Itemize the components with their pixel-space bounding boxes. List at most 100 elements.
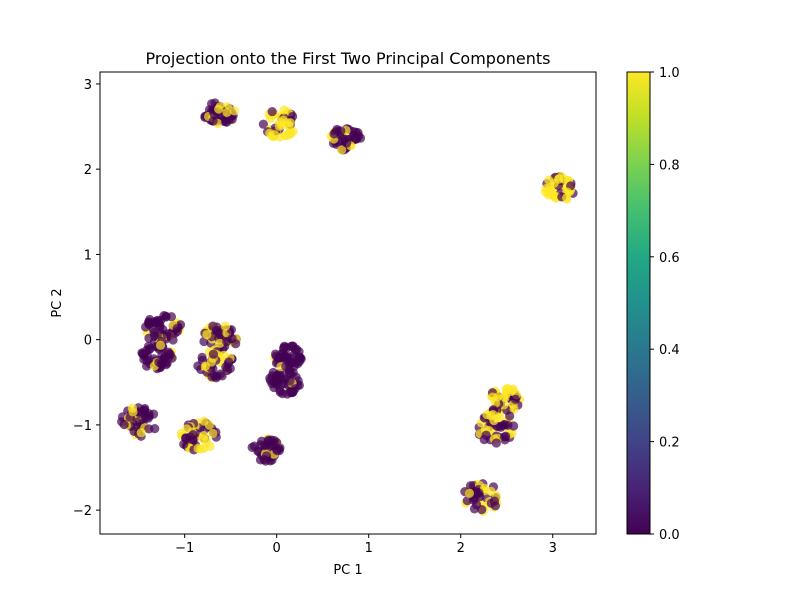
scatter-point [222,336,232,347]
scatter-point [167,353,177,363]
scatter-point [479,435,489,445]
scatter-point [231,339,241,349]
scatter-point [280,374,290,384]
scatter-point [158,325,168,335]
scatter-point [215,338,225,348]
scatter-point [499,392,509,402]
colorbar-tick-label: 0.2 [659,436,680,451]
cluster-10 [117,403,160,441]
scatter-point [215,369,226,379]
scatter-point [168,335,178,345]
scatter-point [222,364,232,374]
scatter-point [220,117,231,127]
scatter-point [294,347,304,357]
scatter-point [501,431,511,441]
scatter-point [495,413,505,423]
scatter-point [172,326,182,337]
cluster-8 [270,341,306,371]
scatter-point [282,118,292,128]
scatter-point [144,344,155,355]
cluster-5 [137,340,177,374]
scatter-point [132,417,142,427]
y-tick-label: 3 [84,78,92,93]
scatter-point [337,145,347,155]
scatter-point [353,127,363,138]
y-axis-label: PC 2 [50,288,65,317]
scatter-point [329,129,339,139]
scatter-point [549,178,559,188]
scatter-point [202,329,212,340]
scatter-point [200,361,210,371]
scatter-point [143,317,154,328]
scatter-point [199,416,209,426]
colorbar-tick-label: 1.0 [659,66,680,81]
scatter-point [272,380,282,390]
scatter-point [541,184,551,194]
scatter-point [127,403,138,413]
scatter-point [473,488,484,498]
cluster-4 [141,311,186,348]
scatter-point [129,426,139,436]
scatter-point [499,419,510,430]
scatter-point [562,193,572,203]
scatter-point [505,411,515,421]
scatter-point [267,106,277,117]
scatter-point [486,411,496,421]
colorbar-tick-label: 0.8 [659,158,680,173]
scatter-point [119,419,129,430]
y-axis: −2 −1 0 1 2 3 [73,78,100,519]
colorbar-ticks: 0.0 0.2 0.4 0.6 0.8 1.0 [650,66,680,543]
scatter-point [205,441,215,451]
cluster-3 [540,171,578,204]
scatter-point [156,358,166,368]
scatter-point [285,128,296,139]
y-tick-label: 2 [84,163,92,178]
chart-title: Projection onto the First Two Principal … [146,49,551,68]
colorbar [626,71,651,535]
scatter-point [465,481,476,491]
x-tick-label: 0 [273,541,281,556]
x-axis: −1 0 1 2 3 [175,534,557,556]
scatter-point [229,106,239,116]
scatter-point [182,424,192,434]
colorbar-tick-label: 0.0 [659,528,680,543]
scatter-point [287,341,298,351]
scatter-point [275,352,285,362]
scatter-point [256,440,266,450]
scatter-point [258,119,268,129]
x-tick-label: 1 [365,541,373,556]
cluster-2 [326,124,366,155]
x-tick-label: 3 [549,541,557,556]
scatter-point [188,430,198,440]
scatter-point [208,116,218,126]
scatter-point [160,351,170,361]
scatter-point [259,454,269,465]
scatter-point [271,444,282,454]
scatter-point [161,312,171,322]
scatter-point [140,413,151,423]
scatter-point [193,443,203,454]
scatter-point [559,174,569,184]
scatter-point [281,361,291,371]
scatter-point [282,389,292,399]
y-tick-label: −2 [73,504,92,519]
scatter-point [266,435,276,445]
scatter-point [222,107,232,117]
scatter-point [136,428,146,438]
scatter-point [288,353,299,363]
scatter-point [214,104,224,114]
plot-frame [99,71,597,535]
y-tick-label: 0 [84,334,92,349]
scatter-point [224,357,234,367]
x-tick-label: 2 [457,541,465,556]
scatter-points [117,98,578,516]
scatter-point [208,349,219,359]
scatter-point [139,354,149,364]
cluster-9 [265,361,304,399]
cluster-1 [258,105,298,142]
scatter-point [489,496,500,506]
scatter-point [149,327,159,338]
scatter-point [510,394,520,404]
scatter-point [153,317,163,327]
